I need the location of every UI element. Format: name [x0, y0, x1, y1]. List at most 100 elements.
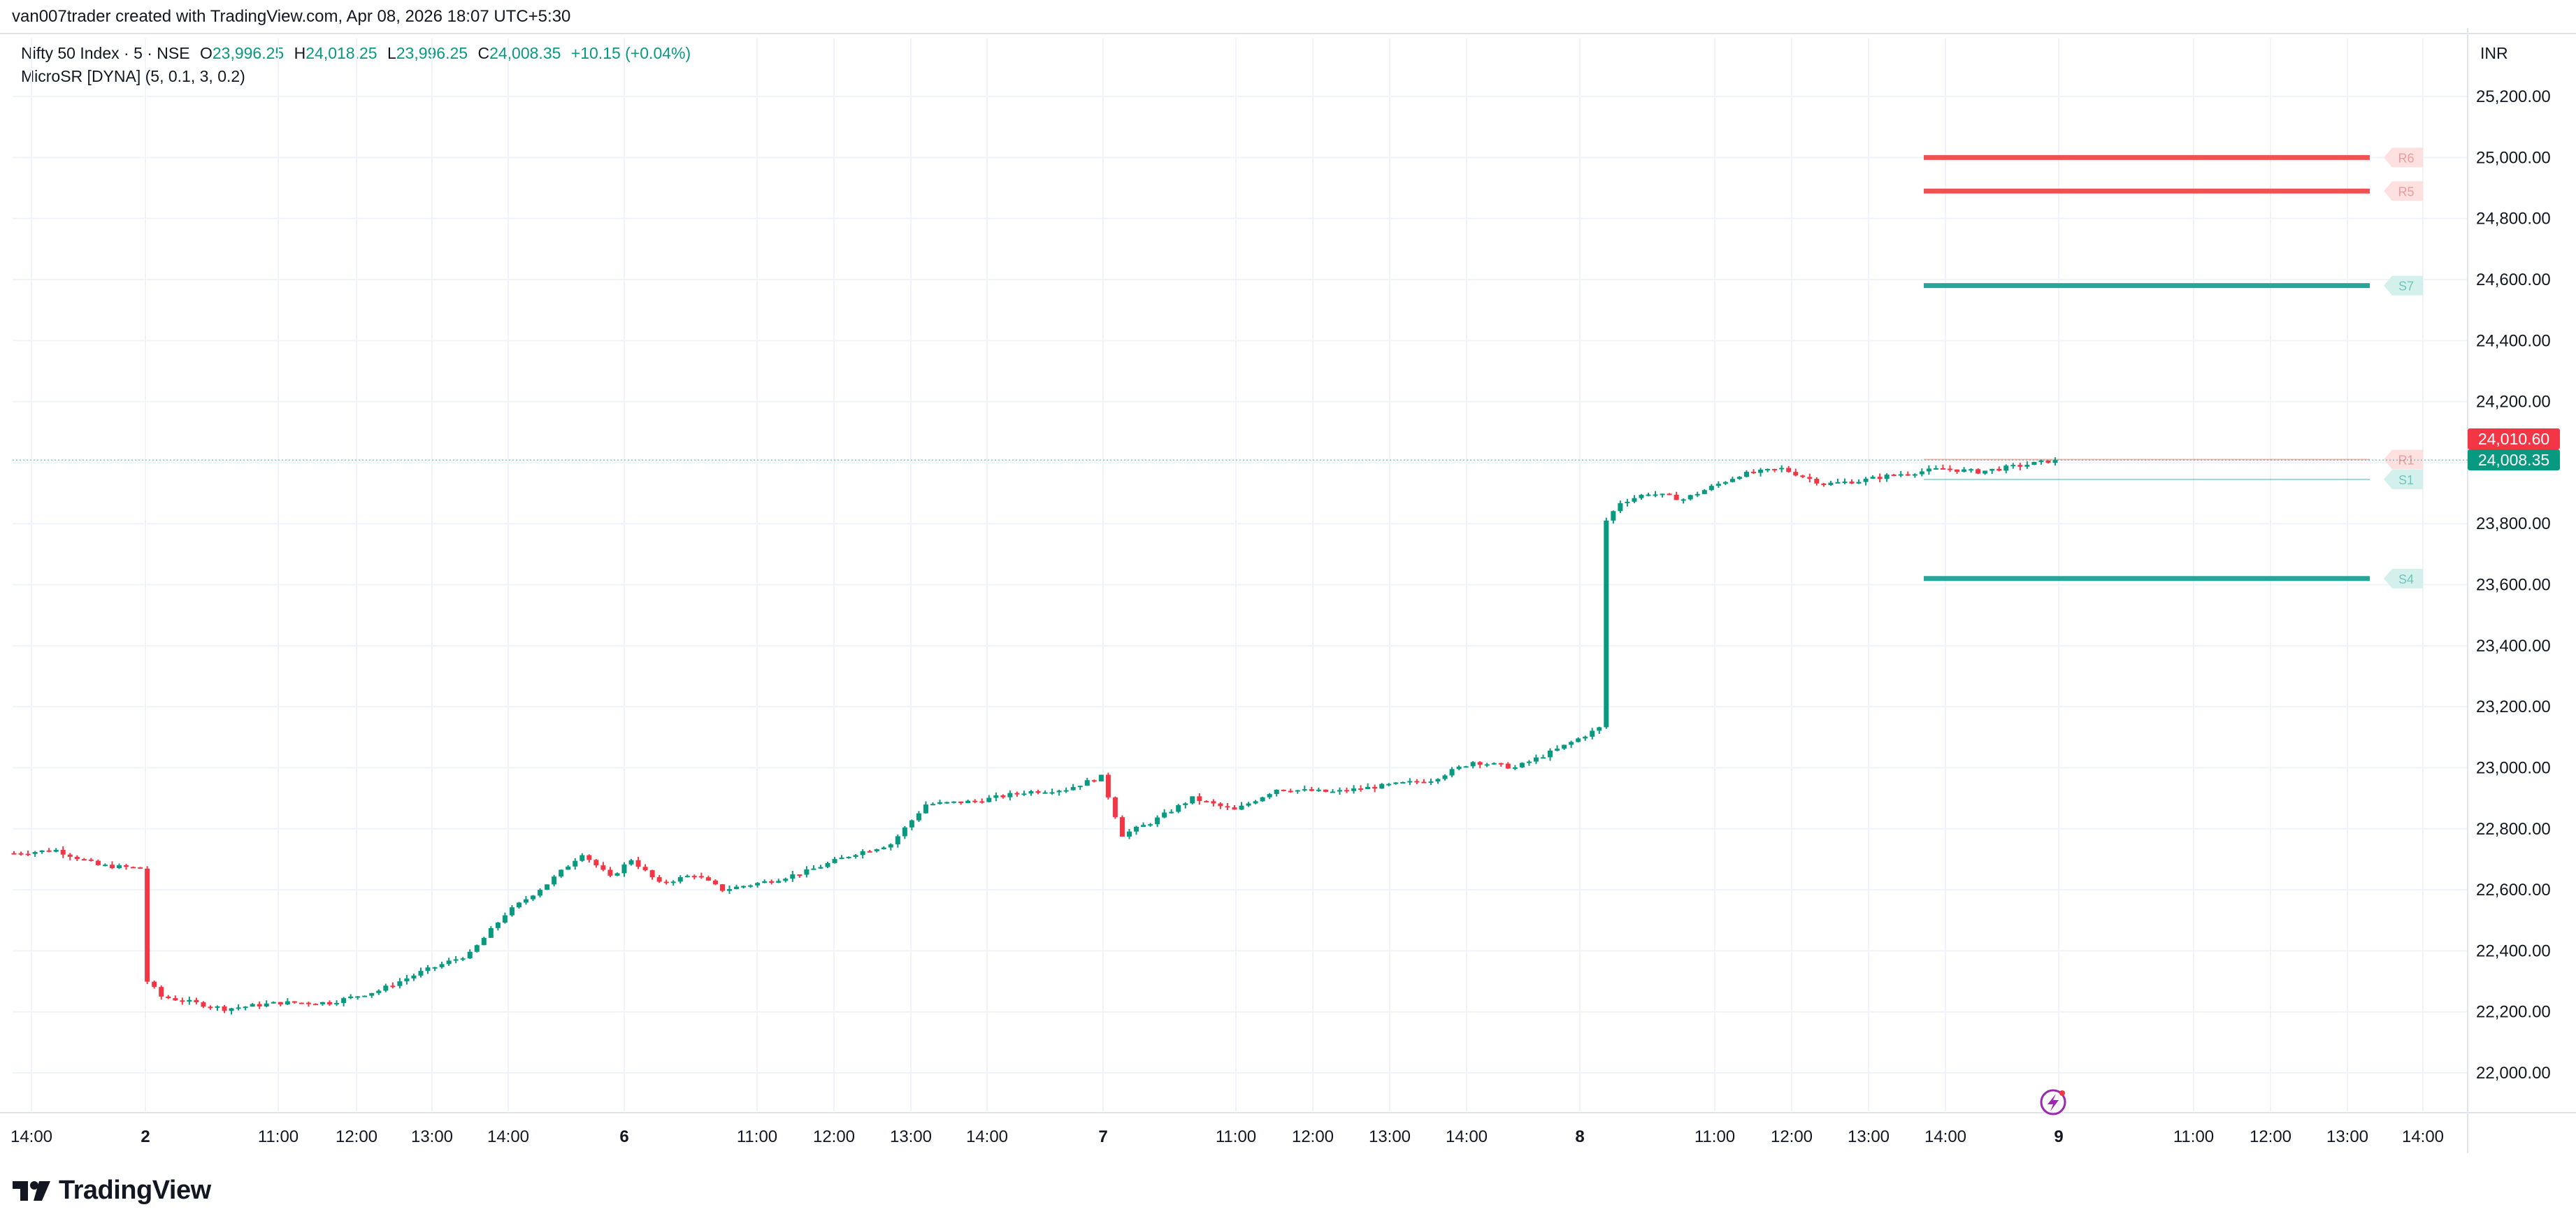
candle — [1183, 802, 1188, 809]
x-tick-label: 14:00 — [2402, 1127, 2444, 1146]
candle — [670, 880, 676, 886]
candle — [1583, 735, 1588, 741]
candle — [411, 974, 417, 981]
candle — [797, 874, 803, 878]
x-tick-label: 13:00 — [1369, 1127, 1411, 1146]
candle — [229, 1008, 234, 1015]
x-tick-label: 14:00 — [1924, 1127, 1966, 1146]
candle — [741, 885, 747, 889]
candle — [1218, 802, 1223, 809]
candle — [628, 858, 634, 866]
candle — [1969, 468, 1974, 473]
candle — [755, 882, 761, 888]
candle — [88, 858, 94, 862]
candle — [1807, 473, 1813, 483]
candle — [881, 846, 886, 850]
candle — [1976, 468, 1981, 475]
candle — [1814, 477, 1820, 486]
candle — [853, 854, 858, 859]
candle — [1891, 473, 1897, 477]
price-chart[interactable]: R6 R5 S7 R1 S1 S4 25,200.00 25,000.00 24,800.00… — [0, 0, 2576, 1174]
candle — [397, 978, 403, 989]
candle — [1540, 754, 1546, 759]
candle — [1821, 483, 1827, 487]
candle — [1912, 473, 1917, 478]
candle — [1653, 491, 1658, 498]
candle — [734, 884, 740, 890]
candle — [2003, 464, 2009, 474]
candle — [621, 862, 627, 877]
candle — [1940, 464, 1945, 470]
candle — [109, 861, 115, 869]
candle — [1316, 787, 1321, 793]
candle — [1162, 809, 1167, 818]
candle — [552, 874, 557, 887]
candle — [1176, 804, 1181, 814]
candle — [1463, 765, 1469, 768]
candle — [1639, 493, 1644, 500]
candle — [1597, 726, 1602, 734]
symbol-label[interactable]: Nifty 50 Index · 5 · NSE — [21, 44, 190, 62]
candle — [390, 982, 396, 989]
candle — [986, 795, 992, 802]
candle — [1091, 779, 1097, 783]
candle — [691, 874, 697, 880]
candle — [298, 1002, 304, 1004]
candle — [1905, 471, 1911, 476]
indicator-label[interactable]: MicroSR [DYNA] (5, 0.1, 3, 0.2) — [21, 67, 245, 85]
candle — [867, 850, 872, 853]
candle — [2045, 460, 2051, 464]
candle — [1337, 787, 1343, 795]
lightning-icon[interactable] — [2040, 1089, 2066, 1115]
candle — [580, 853, 585, 862]
candle — [1786, 465, 1792, 473]
candle — [593, 859, 599, 868]
candle — [1155, 815, 1160, 828]
candle — [1077, 786, 1083, 790]
candle — [783, 877, 789, 883]
candle — [1112, 796, 1118, 819]
candle — [425, 965, 431, 974]
candle — [1302, 786, 1307, 792]
candle — [516, 902, 521, 909]
price-tag-label: 24,008.35 — [2478, 451, 2549, 469]
indicator-row[interactable]: MicroSR [DYNA] (5, 0.1, 3, 0.2) — [21, 65, 691, 88]
candle — [1400, 781, 1406, 784]
currency-label[interactable]: INR — [2480, 44, 2508, 62]
tradingview-logo[interactable]: TradingView — [13, 1176, 211, 1206]
candle — [712, 879, 718, 886]
candle — [502, 912, 508, 924]
candle — [860, 849, 865, 859]
candle — [1274, 789, 1279, 797]
candle — [1000, 794, 1006, 799]
candle — [474, 944, 480, 953]
y-tick-label: 22,400.00 — [2476, 941, 2551, 960]
x-tick-label: 12:00 — [1292, 1127, 1334, 1146]
candle — [965, 800, 971, 804]
candle — [2024, 461, 2030, 469]
candle — [523, 895, 529, 905]
candle — [1758, 468, 1764, 477]
candle — [1056, 790, 1062, 796]
candle — [916, 811, 921, 823]
price-tag: 24,008.35 — [2468, 449, 2560, 470]
candle — [1063, 787, 1069, 793]
price-axis: 25,200.00 25,000.00 24,800.00 24,600.00 24,4… — [2476, 87, 2551, 1083]
candle — [46, 848, 52, 853]
candle — [278, 1002, 283, 1006]
candle — [1393, 782, 1399, 785]
candle — [53, 848, 59, 853]
candle — [18, 851, 24, 856]
candle — [1014, 791, 1020, 797]
candle — [1576, 737, 1581, 743]
candle — [488, 926, 494, 939]
close-value: 24,008.35 — [489, 44, 561, 62]
candle — [453, 955, 459, 964]
attribution-text: van007trader created with TradingView.co… — [12, 7, 571, 26]
candle — [1751, 469, 1757, 475]
candle — [951, 801, 957, 804]
candle — [649, 869, 655, 880]
candle — [1119, 815, 1125, 837]
candle — [1358, 785, 1364, 792]
high-label: H — [294, 44, 306, 62]
